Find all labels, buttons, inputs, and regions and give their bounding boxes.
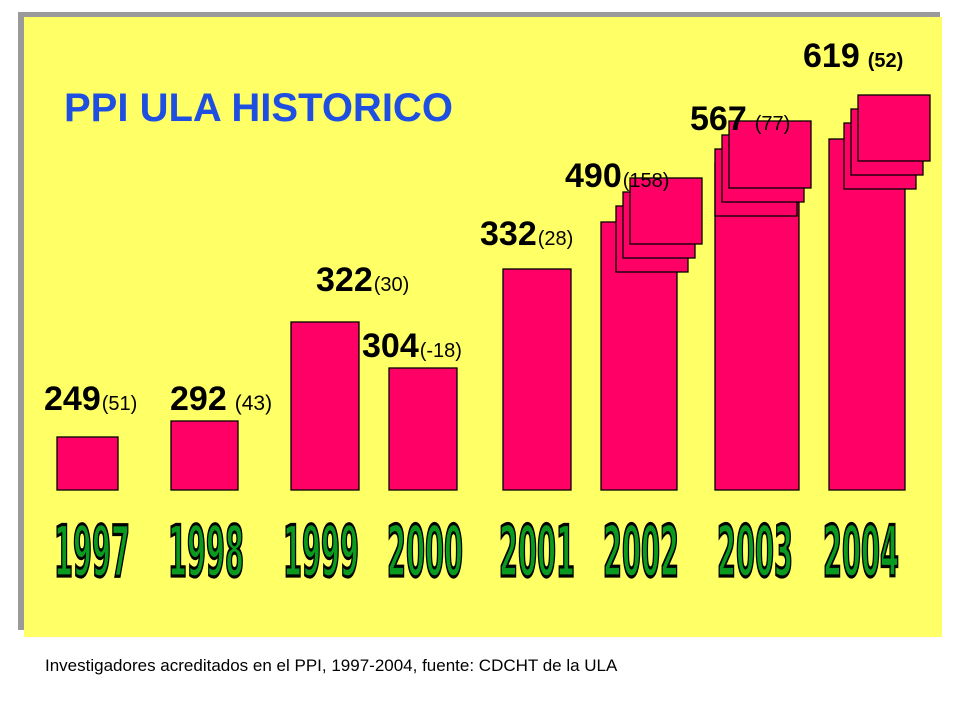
value-label-2003: 567 bbox=[690, 100, 747, 138]
value-label-2002: 490 bbox=[565, 157, 622, 195]
change-label-2001: (28) bbox=[538, 228, 574, 250]
year-label-1998: 1998 bbox=[168, 510, 244, 593]
year-label-2002: 2002 bbox=[603, 510, 679, 593]
data-label-2004: 619 (52) bbox=[803, 37, 903, 75]
increment-block-2004 bbox=[857, 94, 931, 162]
change-label-2004: (52) bbox=[868, 50, 904, 72]
bar-1998 bbox=[170, 420, 239, 491]
year-label-2001: 2001 bbox=[499, 510, 575, 593]
change-label-2000: (-18) bbox=[420, 340, 462, 362]
value-label-1997: 249 bbox=[44, 380, 101, 418]
bar-1997 bbox=[56, 436, 119, 491]
bar-1999 bbox=[290, 321, 360, 491]
value-label-2004: 619 bbox=[803, 37, 860, 75]
change-label-1999: (30) bbox=[374, 274, 410, 296]
increment-block-2002 bbox=[629, 177, 703, 245]
chart-title: PPI ULA HISTORICO bbox=[64, 86, 453, 130]
value-label-2001: 332 bbox=[480, 215, 537, 253]
chart-caption: Investigadores acreditados en el PPI, 19… bbox=[45, 656, 618, 675]
data-label-1999: 322(30) bbox=[316, 261, 409, 299]
increment-block-2003 bbox=[728, 120, 812, 189]
data-label-1998: 292 (43) bbox=[170, 380, 272, 418]
year-label-1997: 1997 bbox=[54, 510, 130, 593]
bar-2004 bbox=[828, 138, 906, 491]
bar-2001 bbox=[502, 268, 572, 491]
change-label-1997: (51) bbox=[102, 393, 138, 415]
bar-2003 bbox=[714, 162, 800, 491]
year-label-2003: 2003 bbox=[717, 510, 793, 593]
bar-2000 bbox=[388, 367, 458, 491]
change-label-2003: (77) bbox=[755, 113, 791, 135]
data-label-2002: 490(158) bbox=[565, 157, 669, 195]
change-label-2002: (158) bbox=[623, 170, 670, 192]
value-label-1998: 292 bbox=[170, 380, 227, 418]
data-label-2001: 332(28) bbox=[480, 215, 573, 253]
value-label-2000: 304 bbox=[362, 327, 419, 365]
year-label-2004: 2004 bbox=[823, 510, 899, 593]
data-label-2000: 304(-18) bbox=[362, 327, 462, 365]
data-label-1997: 249(51) bbox=[44, 380, 137, 418]
year-label-1999: 1999 bbox=[283, 510, 359, 593]
data-label-2003: 567 (77) bbox=[690, 100, 790, 138]
value-label-1999: 322 bbox=[316, 261, 373, 299]
year-label-2000: 2000 bbox=[387, 510, 463, 593]
change-label-1998: (43) bbox=[235, 392, 272, 415]
